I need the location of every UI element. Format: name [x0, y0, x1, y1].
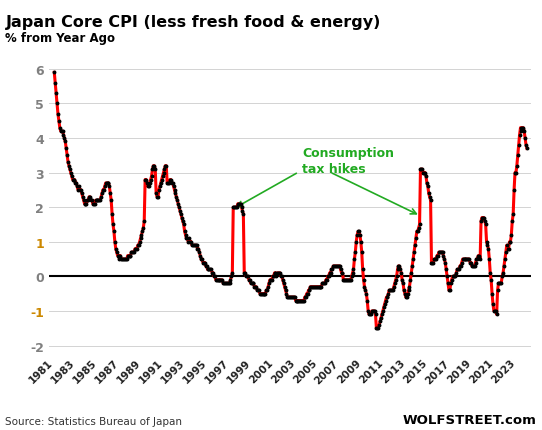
Text: Consumption
tax hikes: Consumption tax hikes [302, 147, 394, 176]
Text: % from Year Ago: % from Year Ago [5, 32, 115, 45]
Text: WOLFSTREET.com: WOLFSTREET.com [403, 413, 537, 426]
Text: Japan Core CPI (less fresh food & energy): Japan Core CPI (less fresh food & energy… [5, 15, 381, 30]
Text: Source: Statistics Bureau of Japan: Source: Statistics Bureau of Japan [5, 416, 183, 426]
